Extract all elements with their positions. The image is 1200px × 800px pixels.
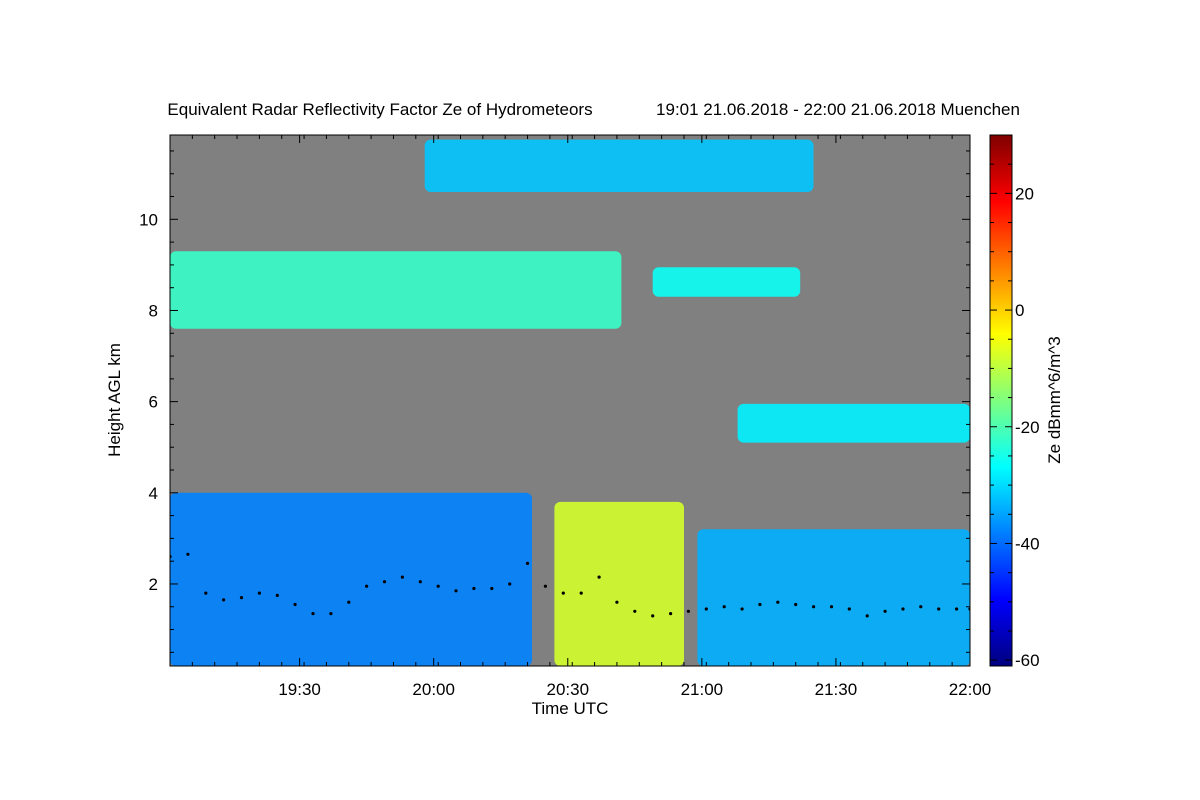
cloud-base-point — [865, 614, 869, 618]
cloud-layer-upper-cloud-fragments — [652, 267, 801, 297]
y-tick-label: 4 — [149, 484, 158, 503]
cloud-base-point — [937, 607, 941, 611]
cloud-base-point — [275, 593, 279, 598]
cloud-layer-upper-cloud — [170, 251, 622, 329]
cloud-base-point — [490, 586, 494, 591]
cloud-base-point — [651, 614, 655, 618]
colorbar-label: Ze dBmm^6/m^3 — [1045, 336, 1064, 463]
cloud-base-point — [704, 607, 708, 611]
y-tick-label: 6 — [149, 393, 158, 412]
cloud-base-point — [436, 584, 440, 588]
colorbar-gradient — [989, 134, 1013, 667]
chart-title: Equivalent Radar Reflectivity Factor Ze … — [167, 100, 592, 119]
cloud-base-point — [847, 607, 851, 611]
colorbar-tick-label: 0 — [1015, 301, 1024, 320]
cloud-layer-low-cloud-early — [170, 492, 532, 666]
cloud-base-point — [311, 612, 315, 616]
cloud-base-point — [758, 602, 762, 607]
cloud-base-point — [561, 591, 565, 595]
y-axis-label: Height AGL km — [105, 343, 124, 457]
y-tick-label: 8 — [149, 301, 158, 320]
cloud-base-point — [293, 602, 297, 607]
cloud-base-point — [579, 591, 583, 595]
cloud-base-point — [740, 607, 744, 611]
x-tick-label: 20:00 — [412, 680, 455, 699]
cloud-base-point — [829, 605, 834, 609]
cloud-base-point — [365, 584, 369, 588]
cloud-base-point — [382, 580, 387, 584]
cloud-base-point — [418, 580, 422, 584]
x-tick-label: 20:30 — [546, 680, 589, 699]
cloud-base-point — [347, 600, 351, 604]
cloud-base-point — [615, 600, 619, 604]
cloud-base-point — [686, 609, 691, 613]
cloud-base-point — [239, 596, 244, 600]
cloud-base-point — [919, 605, 923, 609]
cloud-base-point — [222, 598, 226, 602]
cloud-base-point — [901, 607, 905, 611]
cloud-base-point — [508, 582, 512, 586]
cloud-base-point — [883, 609, 887, 613]
cloud-base-point — [794, 602, 798, 607]
y-tick-label: 10 — [139, 210, 158, 229]
cloud-base-point — [722, 605, 726, 609]
x-axis-label: Time UTC — [532, 699, 609, 718]
plot-frame — [169, 134, 971, 667]
x-tick-label: 21:00 — [681, 680, 724, 699]
colorbar-tick-label: -60 — [1015, 651, 1040, 670]
cloud-base-point — [955, 607, 959, 611]
cloud-base-point — [400, 575, 404, 579]
x-tick-label: 22:00 — [949, 680, 992, 699]
cloud-base-point — [472, 586, 476, 591]
colorbar-tick-label: -40 — [1015, 534, 1040, 553]
cloud-base-point — [257, 591, 261, 595]
cloud-base-point — [204, 591, 208, 595]
cloud-base-point — [454, 589, 458, 593]
cloud-base-point — [525, 561, 530, 566]
y-tick-label: 2 — [149, 575, 158, 594]
cloud-layer-low-cloud-late — [697, 529, 970, 666]
x-tick-label: 19:30 — [278, 680, 321, 699]
cloud-base-point — [186, 552, 190, 556]
cloud-base-point — [669, 612, 673, 616]
cloud-base-point — [776, 600, 780, 604]
colorbar-tick-label: 20 — [1015, 184, 1034, 203]
cloud-layer-convective-core — [554, 501, 684, 666]
cloud-layer-mid-cloud — [737, 403, 970, 443]
colorbar: 20 0 -20 -40 -60 Ze dBmm^6/m^3 — [989, 134, 1064, 670]
cloud-base-point — [633, 609, 637, 613]
colorbar-tick-label: -20 — [1015, 418, 1040, 437]
plot-area: 19:30 20:00 20:30 21:00 21:30 22:00 2 4 6 8 10 — [139, 134, 992, 699]
cloud-layer-cirrus-top — [424, 139, 814, 192]
x-tick-label: 21:30 — [815, 680, 858, 699]
cloud-base-point — [543, 584, 548, 588]
cloud-base-point — [812, 605, 816, 609]
cloud-base-point — [329, 612, 333, 616]
cloud-base-point — [597, 575, 601, 579]
chart-period: 19:01 21.06.2018 - 22:00 21.06.2018 Muen… — [656, 100, 1020, 119]
